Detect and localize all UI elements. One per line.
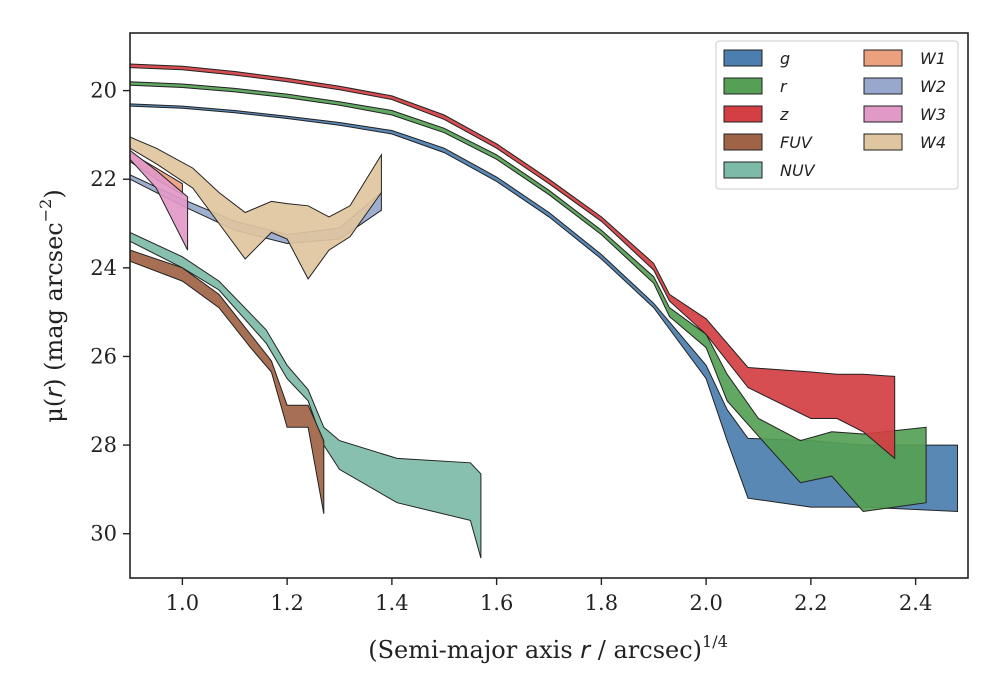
legend-swatch-fuv bbox=[723, 133, 763, 151]
y-label-close: ) bbox=[40, 189, 68, 198]
legend-swatch-w3 bbox=[863, 105, 903, 123]
y-label-var: r bbox=[40, 386, 68, 398]
y-tick-label: 28 bbox=[90, 433, 117, 457]
y-axis-label: μ(r) (mag arcsec−2) bbox=[36, 189, 68, 422]
y-tick-label: 30 bbox=[90, 522, 117, 546]
legend-label-g: g bbox=[780, 49, 790, 68]
legend-label-nuv: NUV bbox=[780, 161, 816, 180]
x-label-prefix: (Semi-major axis bbox=[368, 636, 580, 664]
y-tick-label: 24 bbox=[90, 256, 117, 280]
y-label-suffix: ) (mag arcsec bbox=[40, 222, 68, 388]
y-label-prefix: μ( bbox=[40, 398, 68, 423]
x-label-var: r bbox=[580, 636, 592, 664]
plot-area bbox=[130, 63, 958, 559]
x-tick-label: 2.0 bbox=[689, 591, 722, 615]
legend-label-w4: W4 bbox=[920, 133, 946, 152]
legend-label-w3: W3 bbox=[920, 105, 946, 124]
y-tick-label: 22 bbox=[90, 167, 117, 191]
band-r bbox=[130, 81, 927, 513]
legend-swatch-z bbox=[723, 105, 763, 123]
x-tick-label: 2.2 bbox=[794, 591, 827, 615]
band-fuv bbox=[130, 249, 325, 514]
legend: grz FUV NUV W1 W2 W3 W4 bbox=[715, 40, 959, 190]
legend-label-r: r bbox=[780, 77, 788, 96]
legend-label-fuv: FUV bbox=[780, 133, 813, 152]
band-z bbox=[130, 63, 896, 460]
y-label-sup: −2 bbox=[36, 199, 55, 223]
legend-swatch-w4 bbox=[863, 133, 903, 151]
x-axis-label: (Semi-major axis r / arcsec)1/4 bbox=[368, 632, 728, 664]
x-tick-label: 1.4 bbox=[375, 591, 408, 615]
legend-swatch-w2 bbox=[863, 77, 903, 95]
legend-swatch-nuv bbox=[723, 161, 763, 179]
band-nuv bbox=[130, 231, 482, 559]
legend-swatch-g bbox=[723, 49, 763, 67]
y-tick-label: 26 bbox=[90, 344, 117, 368]
legend-label-z: z bbox=[779, 105, 789, 124]
x-axis: 1.0 1.2 1.4 1.6 1.8 2.0 2.2 2.4 bbox=[166, 578, 932, 615]
plot-frame bbox=[129, 32, 969, 579]
x-label-sup: 1/4 bbox=[702, 632, 728, 651]
band-w3 bbox=[130, 149, 189, 251]
y-tick-label: 20 bbox=[90, 79, 117, 103]
legend-swatch-r bbox=[723, 77, 763, 95]
legend-label-w2: W2 bbox=[920, 77, 946, 96]
x-tick-label: 2.4 bbox=[899, 591, 932, 615]
x-tick-label: 1.0 bbox=[166, 591, 199, 615]
x-label-suffix: / arcsec) bbox=[590, 636, 702, 664]
legend-swatch-w1 bbox=[863, 49, 903, 67]
y-axis: 20 22 24 26 28 30 bbox=[90, 79, 130, 546]
legend-label-w1: W1 bbox=[920, 49, 946, 68]
band-w4 bbox=[130, 136, 382, 280]
x-tick-label: 1.6 bbox=[480, 591, 513, 615]
x-tick-label: 1.2 bbox=[270, 591, 303, 615]
x-tick-label: 1.8 bbox=[585, 591, 618, 615]
